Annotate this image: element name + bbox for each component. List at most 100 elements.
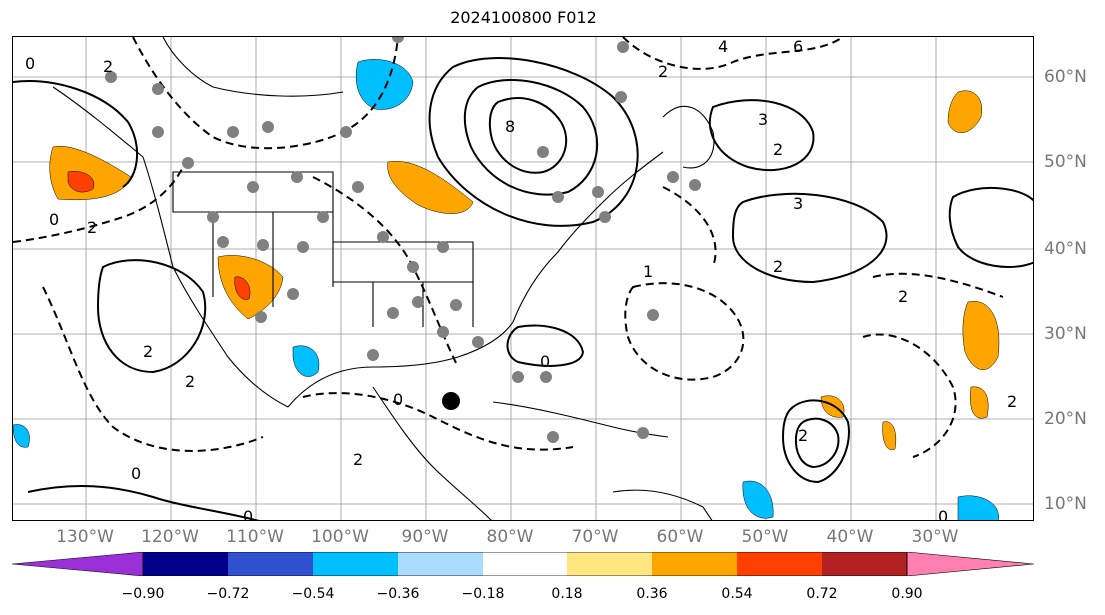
contour-zero-south	[27, 484, 260, 520]
anomaly-red-pacific-nw	[67, 171, 95, 193]
lon-label-30w: 30°W	[911, 527, 959, 547]
station-dot	[667, 171, 679, 183]
colorbar-bin	[313, 552, 398, 576]
contour-high-atlantic	[708, 99, 815, 172]
station-dot	[317, 211, 329, 223]
lat-label-40n: 40°N	[1044, 239, 1087, 259]
anomaly-red-great-basin	[234, 276, 251, 300]
colorbar-tick: 0.72	[806, 586, 838, 602]
state-border-3	[333, 241, 474, 283]
contour-label: 1	[643, 262, 653, 281]
coastline-east	[512, 151, 664, 323]
station-dot	[689, 179, 701, 191]
contour-label: 8	[505, 117, 515, 136]
lat-label-20n: 20°N	[1044, 409, 1087, 429]
contour-label: 2	[898, 287, 908, 306]
coastline-west-na	[52, 86, 289, 408]
contour-neg-7	[872, 272, 1004, 298]
contour-high-hudson-3	[488, 97, 568, 174]
contour-label: 2	[1007, 392, 1017, 411]
colorbar	[12, 552, 1034, 576]
colorbar-bin	[143, 552, 228, 576]
colorbar-tick: −0.18	[461, 586, 505, 602]
contour-label: 2	[773, 257, 783, 276]
station-dot	[367, 349, 379, 361]
station-dot	[637, 427, 649, 439]
contour-neg-5	[622, 37, 844, 70]
lon-label-70w: 70°W	[571, 527, 619, 547]
station-dot	[291, 171, 303, 183]
station-dot	[207, 211, 219, 223]
station-dot	[392, 37, 404, 43]
anomaly-blue-caribbean-e	[957, 495, 999, 520]
colorbar-bin	[652, 552, 737, 576]
station-dot	[297, 241, 309, 253]
station-dot	[615, 91, 627, 103]
colorbar-bin	[567, 552, 652, 576]
colorbar-tick: −0.90	[121, 586, 165, 602]
contour-label: 2	[353, 450, 363, 469]
station-dot	[412, 296, 424, 308]
contour-high-hudson	[428, 57, 639, 227]
contour-label: 0	[540, 352, 550, 371]
contour-high-europe	[948, 186, 1033, 268]
contour-label: 2	[87, 218, 97, 237]
contour-neg-10	[662, 186, 717, 268]
lon-label-60w: 60°W	[656, 527, 704, 547]
contour-neg-8	[862, 333, 957, 458]
station-dot	[387, 307, 399, 319]
contour-neg-6	[624, 282, 745, 381]
station-dot	[472, 336, 484, 348]
lon-label-100w: 100°W	[311, 527, 369, 547]
contour-label: 0	[131, 464, 141, 483]
station-dot	[599, 211, 611, 223]
lon-label-110w: 110°W	[226, 527, 284, 547]
anomaly-orange-atlantic-east	[962, 300, 1000, 370]
contour-low-tropical-2	[794, 417, 840, 469]
lat-label-50n: 50°N	[1044, 152, 1087, 172]
contour-label: 2	[103, 57, 113, 76]
lon-label-90w: 90°W	[401, 527, 449, 547]
anomaly-blue-gulf	[292, 345, 320, 377]
anomaly-orange-great-basin	[217, 255, 284, 320]
station-dot	[152, 83, 164, 95]
coastline-gulf	[287, 321, 514, 408]
contours	[13, 57, 1033, 520]
station-dot	[287, 288, 299, 300]
anomaly-blue-west	[13, 424, 30, 448]
lon-label-50w: 50°W	[741, 527, 789, 547]
contour-label: 3	[793, 194, 803, 213]
anomaly-blue-tropical-atl	[742, 480, 774, 519]
contours-dashed	[13, 37, 1004, 458]
anomaly-orange-iceland	[947, 90, 983, 133]
lat-label-30n: 30°N	[1044, 324, 1087, 344]
station-dot	[255, 311, 267, 323]
lon-label-80w: 80°W	[486, 527, 534, 547]
map-panel[interactable]: 0 2 0 2 2 2 0 0 4 6 2 8 3 2 3 2 1 0 2 2 …	[12, 36, 1034, 521]
station-dot	[537, 146, 549, 158]
colorbar-bin	[483, 552, 567, 576]
station-dot	[257, 239, 269, 251]
contour-label: 2	[798, 426, 808, 445]
lat-label-60n: 60°N	[1044, 67, 1087, 87]
colorbar-extend-low	[12, 552, 144, 576]
highlight-marker	[442, 392, 460, 410]
station-dot	[262, 121, 274, 133]
station-dot	[407, 261, 419, 273]
station-dot	[377, 231, 389, 243]
colorbar-tick: 0.90	[891, 586, 923, 602]
station-dot	[592, 186, 604, 198]
contour-label: 0	[243, 507, 253, 521]
contour-label: 0	[938, 507, 948, 521]
lon-label-40w: 40°W	[826, 527, 874, 547]
contour-high-hudson-2	[463, 79, 599, 196]
station-dot	[437, 241, 449, 253]
station-dot	[182, 157, 194, 169]
contour-neg-4	[302, 392, 574, 451]
contour-gulf-high	[506, 324, 585, 367]
station-dot	[512, 371, 524, 383]
anomaly-orange-tropical	[882, 421, 897, 451]
colorbar-bin	[737, 552, 822, 576]
station-dot	[217, 236, 229, 248]
contour-neg-3	[42, 286, 264, 452]
